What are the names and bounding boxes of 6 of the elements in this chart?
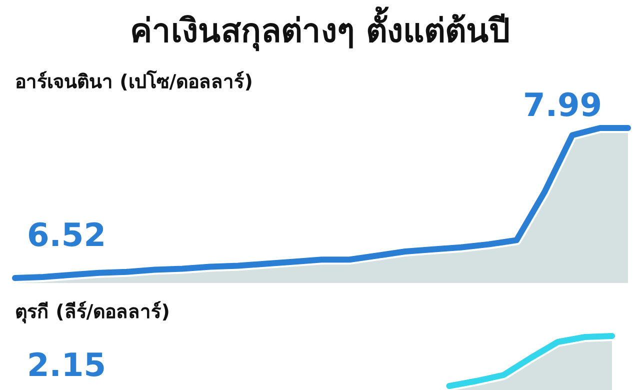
chart-title: ค่าเงินสกุลต่างๆ ตั้งแต่ต้นปี <box>130 6 510 52</box>
annotation: 2.15 <box>27 346 106 384</box>
data-label: 7.99 <box>523 86 602 124</box>
data-label: 6.52 <box>27 216 106 254</box>
chart-subtitle: อาร์เจนตินา (เปโซ/ดอลลาร์) <box>15 70 253 93</box>
chart-subtitle: ตุรกี (ลีร์/ดอลลาร์) <box>15 301 170 324</box>
